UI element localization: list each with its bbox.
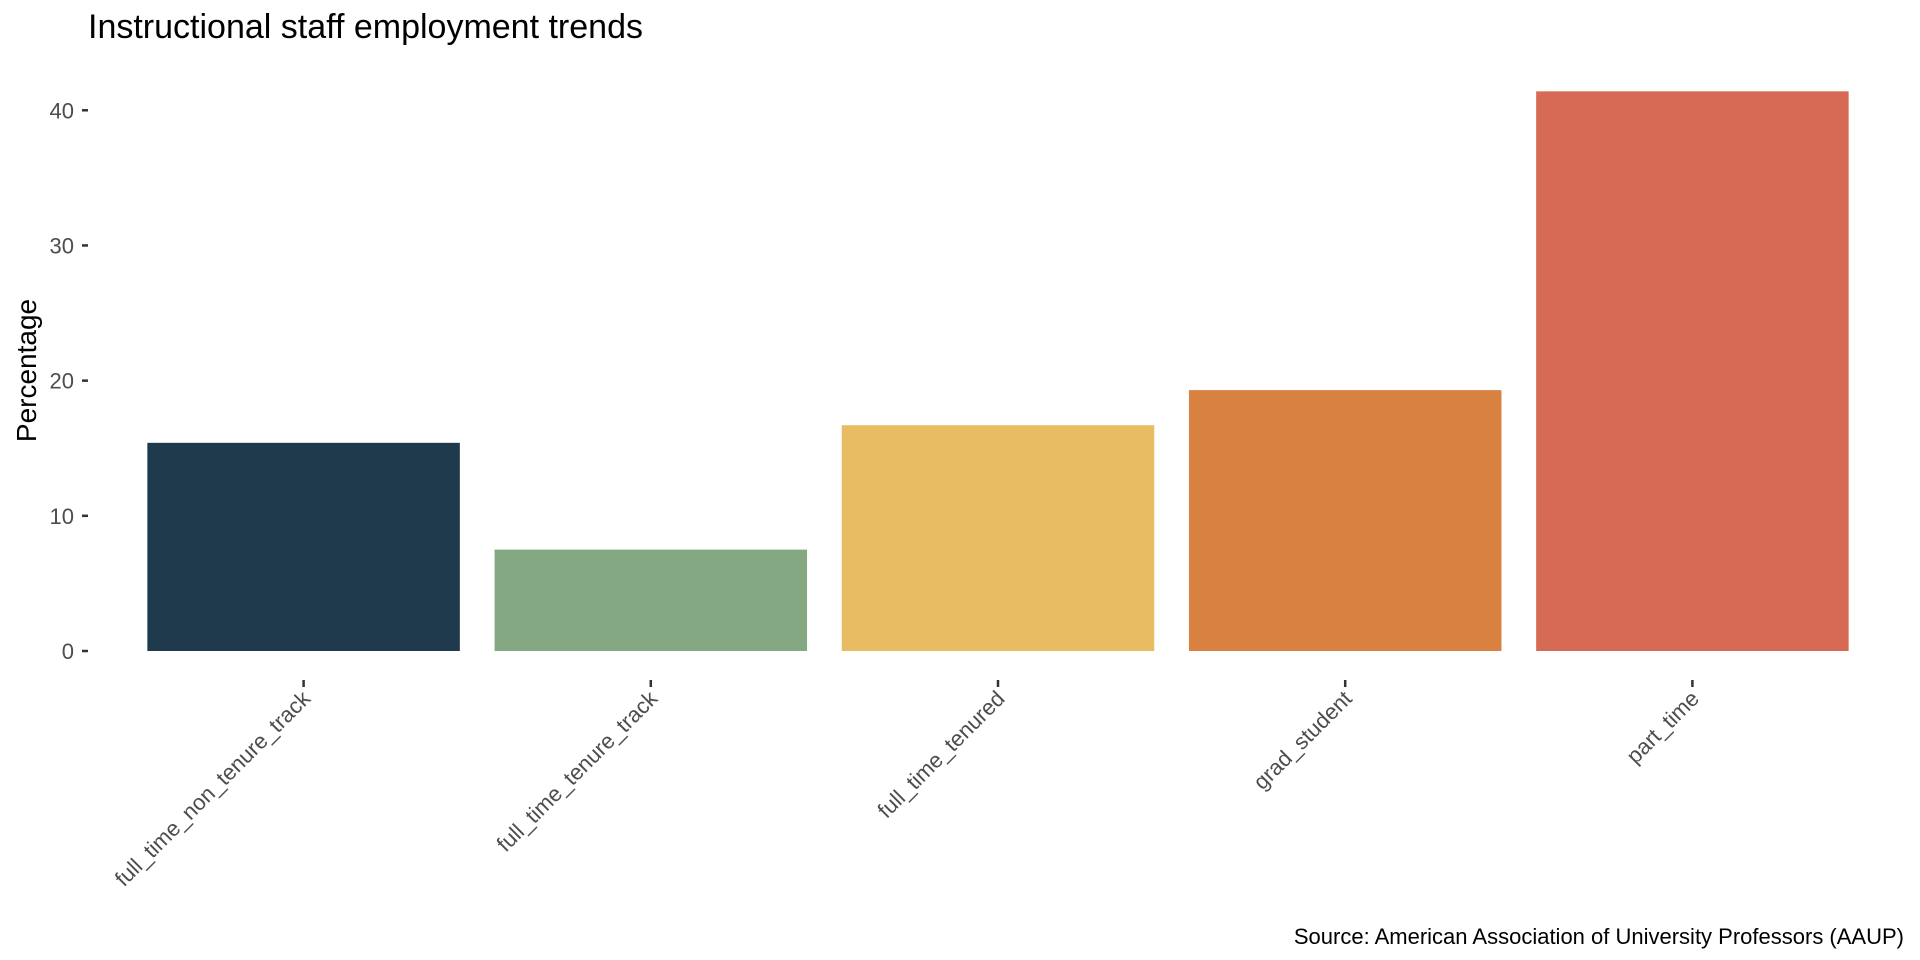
bar: [1536, 91, 1849, 651]
y-tick-label: 0: [62, 639, 74, 664]
chart-title: Instructional staff employment trends: [88, 8, 643, 46]
bar: [841, 425, 1155, 651]
y-tick-label: 10: [50, 504, 74, 529]
y-tick-label: 20: [50, 369, 74, 394]
bar: [1188, 390, 1502, 651]
chart-caption: Source: American Association of Universi…: [1293, 924, 1904, 949]
y-axis-label: Percentage: [11, 299, 42, 442]
y-tick-label: 40: [50, 98, 74, 123]
x-tick-label: part_time: [1621, 686, 1704, 769]
x-tick-label: full_time_tenure_track: [492, 685, 663, 856]
x-tick-label: full_time_non_tenure_track: [110, 685, 316, 891]
x-tick-label: full_time_tenured: [873, 686, 1010, 823]
y-tick-label: 30: [50, 233, 74, 258]
bar: [147, 442, 460, 651]
bar: [494, 549, 808, 651]
x-tick-label: grad_student: [1248, 686, 1356, 794]
